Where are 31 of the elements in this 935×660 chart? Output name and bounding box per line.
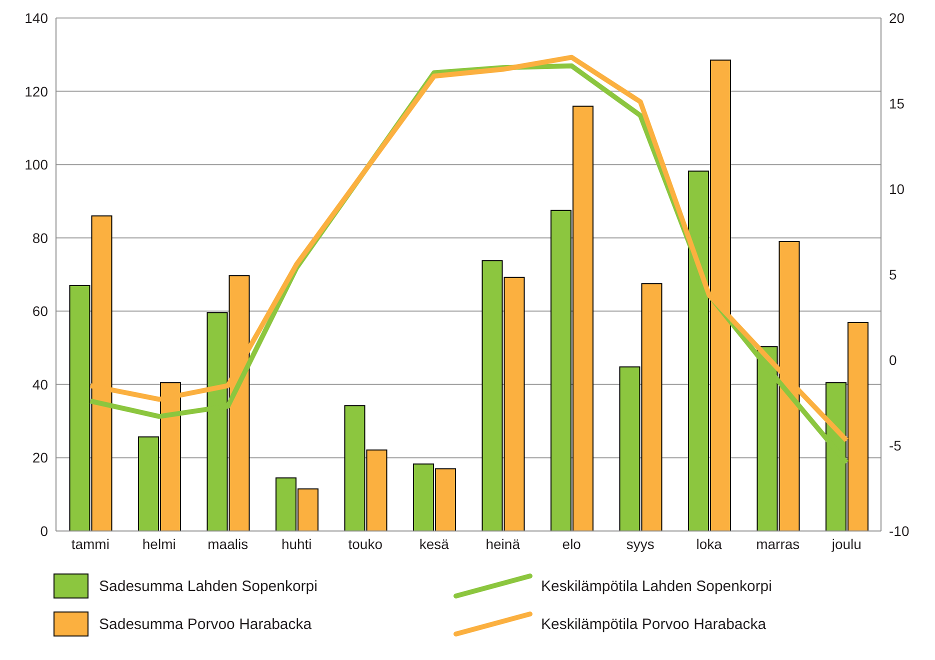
y-tick-label: 0: [40, 522, 48, 539]
y2-tick-label: 5: [889, 266, 897, 282]
y2-tick-label: -10: [889, 522, 910, 539]
x-tick-label: helmi: [142, 536, 176, 552]
x-tick-label: maalis: [208, 536, 248, 552]
y-tick-label: 40: [32, 376, 48, 392]
x-tick-label: marras: [756, 536, 800, 552]
y2-tick-label: 0: [889, 352, 897, 368]
legend-label: Keskilämpötila Lahden Sopenkorpi: [541, 578, 772, 594]
x-tick-label: syys: [626, 536, 654, 552]
legend-label: Sadesumma Lahden Sopenkorpi: [99, 578, 318, 594]
x-tick-label: loka: [696, 536, 722, 552]
y-tick-label: 80: [32, 230, 48, 246]
y-tick-label: 120: [24, 83, 48, 100]
x-tick-label: tammi: [71, 536, 110, 552]
y2-tick-label: 10: [889, 180, 905, 197]
y-tick-label: 140: [24, 10, 48, 26]
y-tick-label: 100: [24, 156, 48, 173]
legend-label: Sadesumma Porvoo Harabacka: [99, 616, 312, 632]
x-tick-label: huhti: [281, 536, 312, 552]
x-tick-label: touko: [348, 536, 383, 552]
y-tick-label: 20: [32, 450, 48, 466]
legend-label: Keskilämpötila Porvoo Harabacka: [541, 616, 766, 632]
x-tick-label: joulu: [830, 536, 862, 552]
y2-tick-label: 15: [889, 95, 905, 112]
x-tick-label: kesä: [419, 536, 450, 552]
y2-tick-label: 20: [889, 10, 905, 26]
x-tick-label: heinä: [486, 536, 520, 552]
y-tick-label: 60: [32, 303, 48, 320]
x-tick-label: elo: [562, 536, 582, 552]
y2-tick-label: -5: [889, 437, 902, 454]
